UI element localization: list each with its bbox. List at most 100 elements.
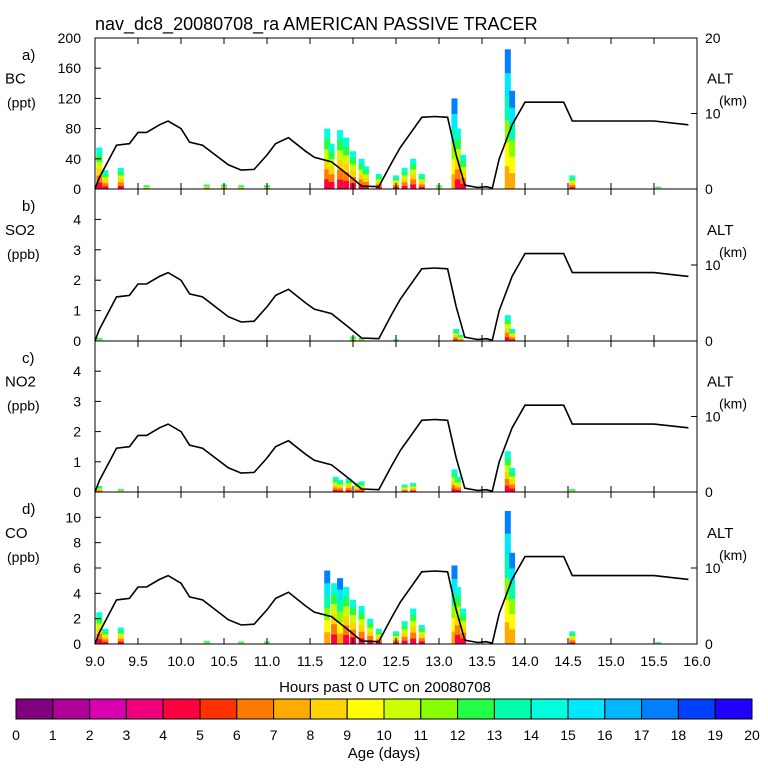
spike-segment bbox=[454, 587, 461, 597]
spike-segment bbox=[453, 332, 460, 336]
spike-segment bbox=[345, 489, 352, 493]
tracer-spike bbox=[418, 173, 425, 190]
spike-segment bbox=[509, 123, 516, 141]
panels: 0408012016020001020a)BC(ppt)ALT(km)01234… bbox=[5, 30, 747, 652]
spike-segment bbox=[401, 174, 408, 179]
tracer-spike bbox=[102, 628, 109, 645]
spike-segment bbox=[410, 638, 417, 645]
spike-segment bbox=[410, 614, 417, 621]
spike-segment bbox=[504, 336, 511, 342]
spike-segment bbox=[569, 631, 576, 634]
spike-segment bbox=[401, 185, 408, 190]
spike-segment bbox=[504, 485, 511, 493]
x-tick-label: 12.0 bbox=[339, 653, 366, 669]
spike-segment bbox=[143, 187, 150, 189]
spike-segment bbox=[401, 488, 408, 490]
colorbar-tick-label: 8 bbox=[307, 727, 315, 743]
spike-segment bbox=[504, 555, 511, 578]
spike-segment bbox=[337, 589, 344, 601]
tracer-spike bbox=[332, 476, 339, 493]
spike-segment bbox=[358, 606, 365, 613]
y-tick-label: 0 bbox=[73, 181, 81, 197]
spike-segment bbox=[509, 328, 516, 332]
spike-segment bbox=[418, 173, 425, 177]
colorbar-swatch bbox=[641, 698, 679, 720]
spike-segment bbox=[343, 606, 350, 616]
y-tick-label: 0 bbox=[73, 636, 81, 652]
spike-segment bbox=[343, 625, 350, 635]
spike-segment bbox=[332, 484, 339, 488]
alt-tick-label: 0 bbox=[705, 636, 713, 652]
colorbar: 0 1 2 3 4 5 6 7 8 9 10 11 12 13 14 15 16 17 18 19 20 bbox=[12, 698, 760, 743]
colorbar-swatch bbox=[89, 698, 127, 720]
spike-segment bbox=[96, 612, 103, 619]
spike-segment bbox=[324, 138, 331, 150]
spike-segment bbox=[509, 90, 516, 108]
spike-segment bbox=[238, 187, 245, 189]
spike-segment bbox=[345, 487, 352, 491]
spike-segment bbox=[504, 72, 511, 97]
spike-segment bbox=[143, 185, 150, 187]
spike-segment bbox=[401, 181, 408, 186]
tracer-spike bbox=[337, 479, 344, 493]
spike-segment bbox=[367, 618, 374, 624]
spike-segment bbox=[375, 178, 382, 182]
spike-segment bbox=[454, 148, 461, 160]
spike-segment bbox=[504, 323, 511, 329]
spike-segment bbox=[454, 476, 461, 480]
colorbar-tick-label: 19 bbox=[707, 727, 723, 743]
y-tick-label: 0 bbox=[73, 484, 81, 500]
spike-segment bbox=[509, 156, 516, 174]
spike-segment bbox=[454, 481, 461, 485]
colorbar-swatch bbox=[530, 698, 569, 720]
tracer-spikes bbox=[96, 315, 516, 342]
spike-segment bbox=[324, 168, 331, 180]
spike-segment bbox=[410, 482, 417, 485]
spike-segment bbox=[96, 168, 103, 176]
spike-segment bbox=[418, 186, 425, 190]
x-tick-label: 12.5 bbox=[382, 653, 409, 669]
spike-segment bbox=[332, 489, 339, 493]
spike-segment bbox=[324, 570, 331, 584]
tracer-spike bbox=[410, 482, 417, 493]
spike-segment bbox=[117, 167, 124, 172]
spike-segment bbox=[655, 186, 662, 188]
tracer-spike bbox=[454, 476, 461, 493]
spike-segment bbox=[509, 139, 516, 157]
spike-segment bbox=[454, 484, 461, 488]
spike-segment bbox=[238, 186, 245, 188]
species-unit: (ppb) bbox=[7, 246, 40, 262]
spike-segment bbox=[509, 172, 516, 190]
spike-segment bbox=[418, 625, 425, 629]
spike-segment bbox=[96, 486, 103, 489]
tracer-spike bbox=[569, 631, 576, 645]
tracer-spike bbox=[345, 478, 352, 493]
spike-segment bbox=[451, 113, 458, 130]
spike-segment bbox=[96, 638, 103, 645]
spike-segment bbox=[354, 485, 361, 488]
panel-letter: a) bbox=[22, 47, 35, 64]
tracer-spike bbox=[451, 469, 458, 493]
spike-segment bbox=[343, 146, 350, 156]
spike-segment bbox=[460, 183, 467, 190]
spike-segment bbox=[410, 183, 417, 190]
x-tick-label: 10.5 bbox=[210, 653, 237, 669]
spike-segment bbox=[367, 635, 374, 641]
colorbar-swatch bbox=[346, 698, 385, 720]
spike-segment bbox=[454, 625, 461, 635]
spike-segment bbox=[453, 336, 460, 340]
spike-segment bbox=[143, 185, 150, 187]
spike-segment bbox=[102, 638, 109, 642]
spike-segment bbox=[102, 628, 109, 632]
spike-segment bbox=[117, 489, 124, 491]
colorbar-tick-label: 3 bbox=[123, 727, 131, 743]
spike-segment bbox=[337, 159, 344, 170]
spike-segment bbox=[358, 339, 365, 341]
spike-segment bbox=[117, 489, 124, 491]
spike-segment bbox=[96, 147, 103, 155]
spike-segment bbox=[117, 488, 124, 490]
spike-segment bbox=[203, 642, 210, 644]
spike-segment bbox=[367, 627, 374, 632]
spike-segment bbox=[418, 628, 425, 632]
alt-tick-label: 20 bbox=[705, 30, 721, 46]
